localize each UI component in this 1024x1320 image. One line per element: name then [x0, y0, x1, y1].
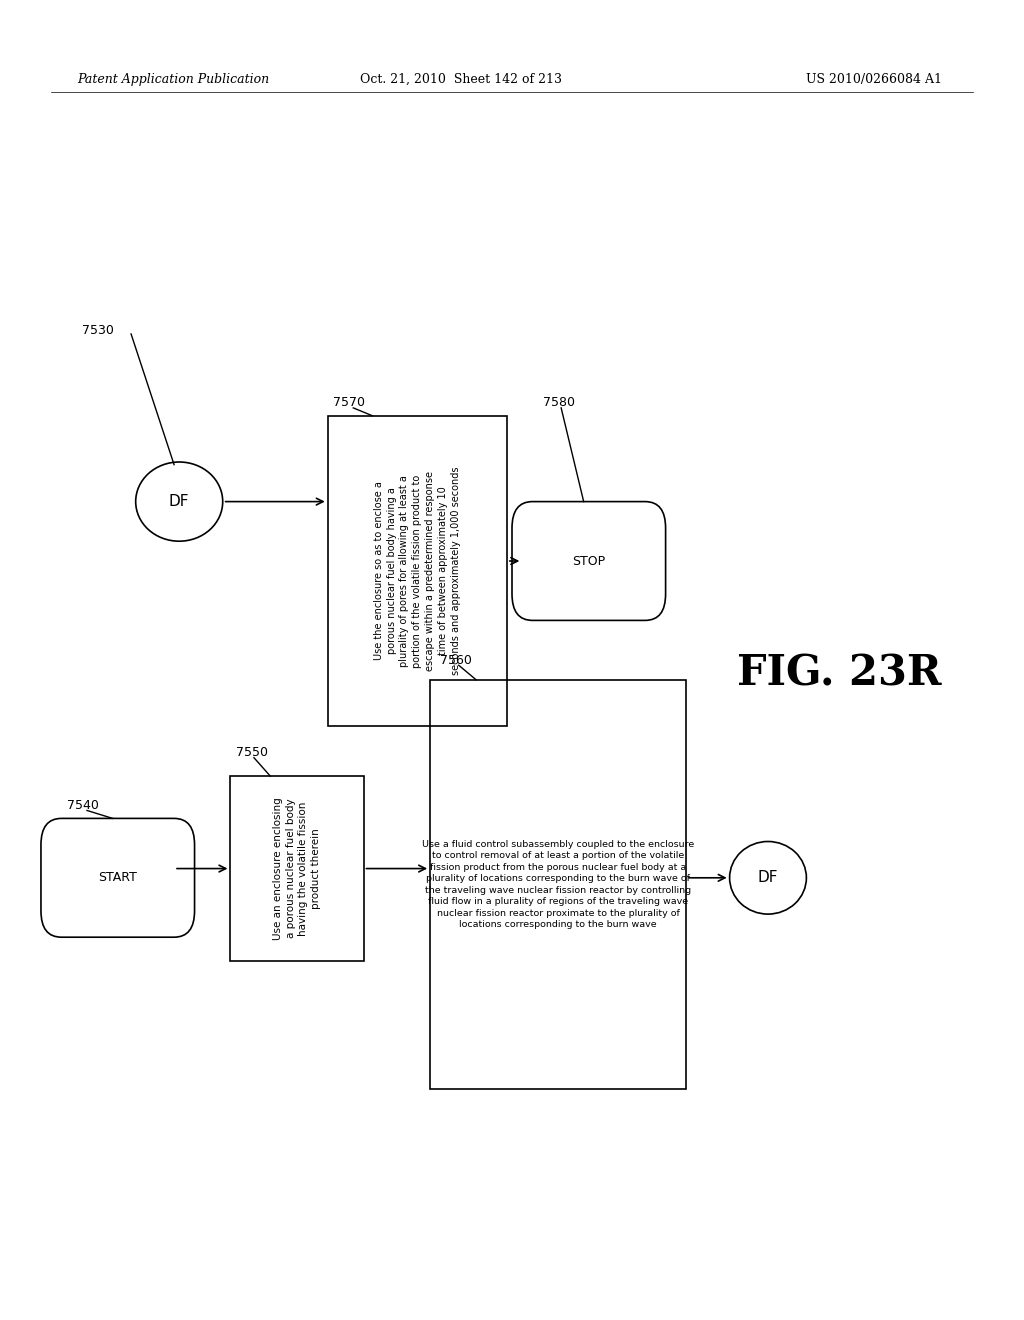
Text: DF: DF [169, 494, 189, 510]
Text: 7560: 7560 [440, 653, 472, 667]
Text: Patent Application Publication: Patent Application Publication [77, 73, 269, 86]
Text: Oct. 21, 2010  Sheet 142 of 213: Oct. 21, 2010 Sheet 142 of 213 [359, 73, 562, 86]
Text: 7550: 7550 [236, 746, 267, 759]
Bar [230, 776, 364, 961]
Text: DF: DF [758, 870, 778, 886]
Text: Use an enclosure enclosing
a porous nuclear fuel body
having the volatile fissio: Use an enclosure enclosing a porous nucl… [272, 797, 322, 940]
Bar [328, 416, 507, 726]
Text: 7580: 7580 [543, 396, 574, 409]
Text: FIG. 23R: FIG. 23R [737, 652, 942, 694]
Text: 7570: 7570 [333, 396, 365, 409]
Text: 7530: 7530 [82, 323, 114, 337]
Bar [430, 680, 686, 1089]
Text: 7540: 7540 [67, 799, 98, 812]
Text: Use the enclosure so as to enclose a
porous nuclear fuel body having a
plurality: Use the enclosure so as to enclose a por… [374, 467, 461, 675]
Text: START: START [98, 871, 137, 884]
Text: US 2010/0266084 A1: US 2010/0266084 A1 [806, 73, 942, 86]
Text: Use a fluid control subassembly coupled to the enclosure
to control removal of a: Use a fluid control subassembly coupled … [422, 840, 694, 929]
Text: STOP: STOP [572, 554, 605, 568]
